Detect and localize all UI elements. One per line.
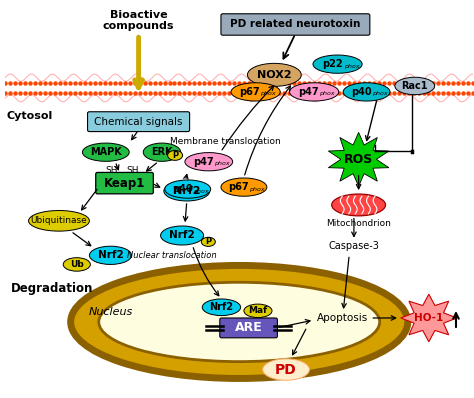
Ellipse shape [82, 143, 129, 161]
Text: p67: p67 [239, 87, 260, 97]
Text: Apoptosis: Apoptosis [317, 313, 368, 323]
Ellipse shape [63, 258, 91, 271]
Text: Maf: Maf [248, 306, 267, 315]
Text: Nrf2: Nrf2 [169, 230, 195, 240]
Text: Chemical signals: Chemical signals [94, 117, 183, 127]
Ellipse shape [99, 282, 380, 362]
Ellipse shape [201, 237, 215, 246]
Ellipse shape [343, 83, 390, 101]
Text: PD: PD [275, 363, 297, 377]
Ellipse shape [247, 63, 301, 86]
Text: phox: phox [193, 189, 209, 193]
FancyBboxPatch shape [220, 318, 277, 338]
Text: Caspase-3: Caspase-3 [328, 241, 379, 251]
Ellipse shape [165, 180, 210, 198]
Text: p47: p47 [298, 87, 319, 97]
Polygon shape [401, 294, 457, 342]
Ellipse shape [143, 143, 181, 161]
Ellipse shape [244, 304, 272, 318]
Text: Membrane translocation: Membrane translocation [170, 137, 281, 146]
Ellipse shape [161, 226, 204, 245]
Ellipse shape [313, 55, 362, 73]
FancyBboxPatch shape [96, 172, 153, 194]
Text: phox: phox [260, 92, 276, 96]
Text: Degradation: Degradation [11, 282, 93, 295]
Text: p40: p40 [172, 184, 192, 194]
Text: Nucleus: Nucleus [88, 307, 133, 317]
Text: phox: phox [319, 92, 335, 96]
Text: PD related neurotoxin: PD related neurotoxin [230, 20, 361, 29]
Ellipse shape [164, 181, 210, 201]
Text: SH: SH [106, 166, 118, 175]
Ellipse shape [71, 265, 408, 378]
Text: SH: SH [126, 166, 139, 175]
Text: p67: p67 [228, 182, 248, 192]
Ellipse shape [332, 194, 385, 216]
Text: P: P [172, 151, 178, 160]
FancyBboxPatch shape [88, 112, 190, 132]
Ellipse shape [395, 77, 435, 95]
Text: phox: phox [344, 64, 359, 68]
Ellipse shape [185, 152, 233, 171]
Text: Ub: Ub [70, 260, 83, 269]
Text: phox: phox [372, 92, 387, 96]
Text: Cytosol: Cytosol [6, 111, 53, 121]
Text: phox: phox [214, 161, 230, 166]
Text: ROS: ROS [344, 153, 373, 166]
Ellipse shape [290, 83, 339, 101]
Text: Nrf2: Nrf2 [173, 186, 201, 196]
Text: Keap1: Keap1 [104, 177, 145, 189]
Ellipse shape [202, 299, 241, 316]
Text: p40: p40 [351, 87, 371, 97]
Ellipse shape [221, 178, 267, 196]
Text: ERK: ERK [151, 147, 173, 157]
Text: Nuclear translocation: Nuclear translocation [127, 251, 217, 260]
FancyBboxPatch shape [221, 14, 370, 35]
Ellipse shape [168, 150, 182, 160]
Text: p47: p47 [193, 157, 213, 167]
Text: Ubiquitinase: Ubiquitinase [31, 217, 87, 225]
Text: Nrf2: Nrf2 [210, 302, 233, 312]
Text: phox: phox [249, 187, 265, 191]
Ellipse shape [231, 83, 280, 101]
Text: Bioactive
compounds: Bioactive compounds [103, 10, 174, 31]
Text: Nrf2: Nrf2 [98, 250, 123, 260]
Polygon shape [328, 133, 389, 186]
Text: P: P [205, 237, 211, 246]
Text: Mitochondrion: Mitochondrion [326, 219, 391, 228]
Text: HO-1: HO-1 [414, 313, 444, 323]
Ellipse shape [263, 359, 310, 380]
Text: NOX2: NOX2 [257, 70, 292, 80]
Text: MAPK: MAPK [90, 147, 122, 157]
Text: Rac1: Rac1 [401, 81, 428, 91]
Ellipse shape [28, 211, 90, 231]
Ellipse shape [90, 246, 132, 264]
Text: p22: p22 [322, 59, 343, 69]
Text: ARE: ARE [235, 322, 263, 334]
